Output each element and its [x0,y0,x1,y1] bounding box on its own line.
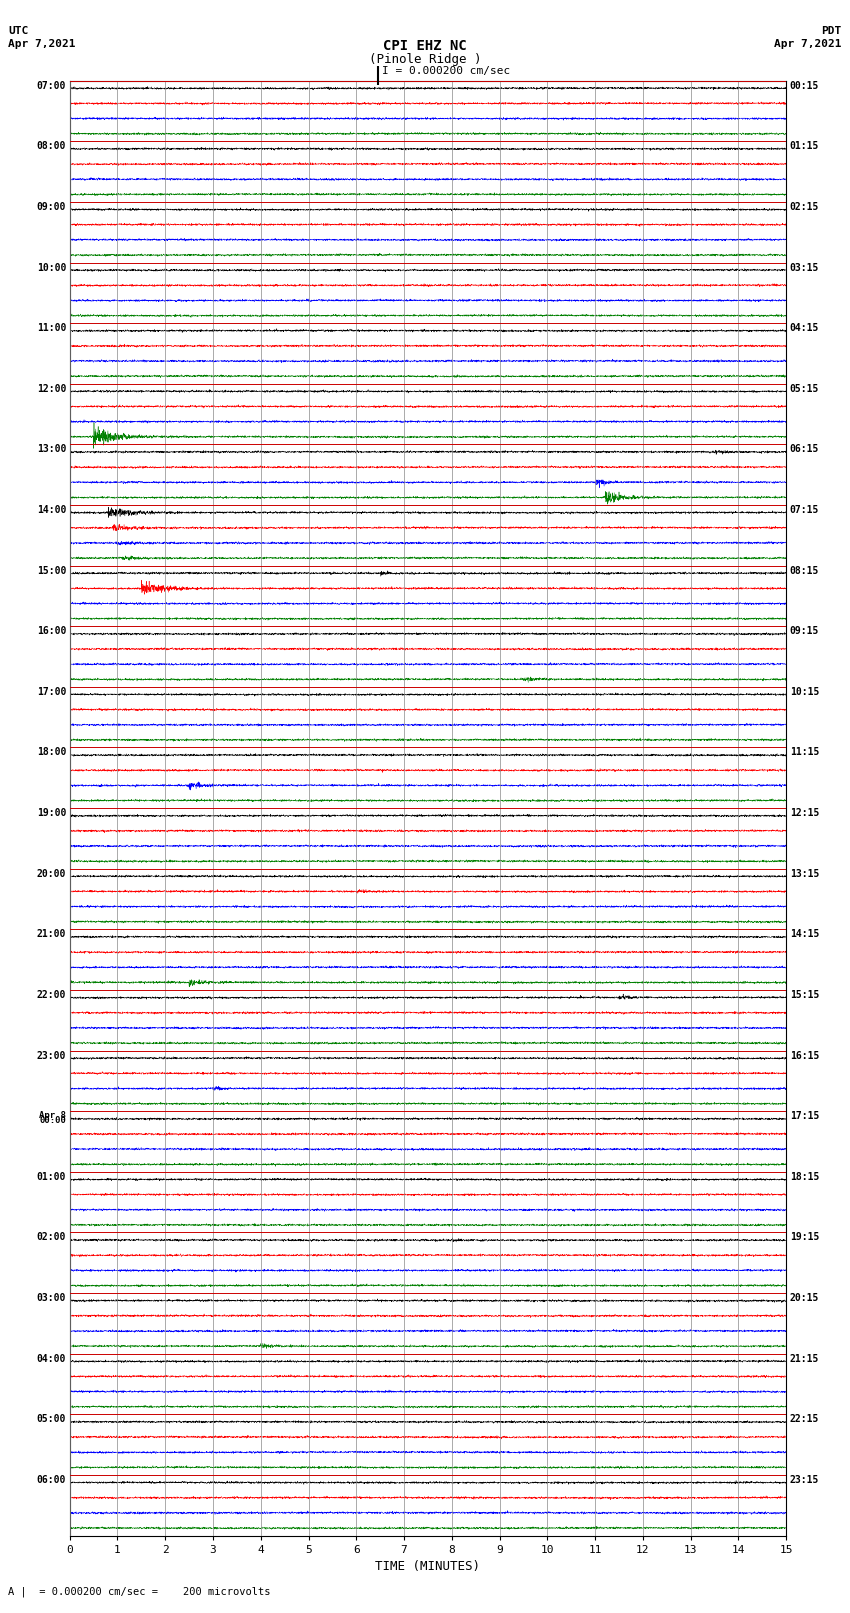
Text: 18:15: 18:15 [790,1171,819,1182]
Text: 11:15: 11:15 [790,747,819,758]
Text: I = 0.000200 cm/sec: I = 0.000200 cm/sec [382,66,511,76]
Text: 15:00: 15:00 [37,566,66,576]
Text: 10:15: 10:15 [790,687,819,697]
Text: 06:15: 06:15 [790,444,819,455]
Text: 16:15: 16:15 [790,1050,819,1061]
Text: 09:15: 09:15 [790,626,819,636]
Text: 02:15: 02:15 [790,202,819,211]
Text: 17:00: 17:00 [37,687,66,697]
Text: 01:15: 01:15 [790,142,819,152]
Text: 14:00: 14:00 [37,505,66,515]
Text: 08:15: 08:15 [790,566,819,576]
Text: 04:15: 04:15 [790,323,819,334]
Text: 06:00: 06:00 [37,1474,66,1486]
Text: 19:15: 19:15 [790,1232,819,1242]
Text: 17:15: 17:15 [790,1111,819,1121]
Text: 07:00: 07:00 [37,81,66,90]
Text: 14:15: 14:15 [790,929,819,939]
Text: 12:15: 12:15 [790,808,819,818]
Text: 21:15: 21:15 [790,1353,819,1363]
Text: UTC: UTC [8,26,29,35]
Text: 11:00: 11:00 [37,323,66,334]
Text: 23:00: 23:00 [37,1050,66,1061]
Text: 00:00: 00:00 [39,1116,66,1124]
Text: A |  = 0.000200 cm/sec =    200 microvolts: A | = 0.000200 cm/sec = 200 microvolts [8,1586,271,1597]
Text: 23:15: 23:15 [790,1474,819,1486]
Text: CPI EHZ NC: CPI EHZ NC [383,39,467,53]
Text: 19:00: 19:00 [37,808,66,818]
Text: Apr 8: Apr 8 [39,1111,66,1119]
Text: Apr 7,2021: Apr 7,2021 [774,39,842,48]
Text: 20:15: 20:15 [790,1294,819,1303]
Text: 03:00: 03:00 [37,1294,66,1303]
Text: 22:00: 22:00 [37,990,66,1000]
Text: 12:00: 12:00 [37,384,66,394]
Text: 13:15: 13:15 [790,869,819,879]
Text: PDT: PDT [821,26,842,35]
Text: 10:00: 10:00 [37,263,66,273]
Text: 08:00: 08:00 [37,142,66,152]
X-axis label: TIME (MINUTES): TIME (MINUTES) [376,1560,480,1573]
Text: 07:15: 07:15 [790,505,819,515]
Text: (Pinole Ridge ): (Pinole Ridge ) [369,53,481,66]
Text: 05:00: 05:00 [37,1415,66,1424]
Text: 18:00: 18:00 [37,747,66,758]
Text: 02:00: 02:00 [37,1232,66,1242]
Text: 15:15: 15:15 [790,990,819,1000]
Text: 09:00: 09:00 [37,202,66,211]
Text: 04:00: 04:00 [37,1353,66,1363]
Text: 13:00: 13:00 [37,444,66,455]
Text: 00:15: 00:15 [790,81,819,90]
Text: 05:15: 05:15 [790,384,819,394]
Text: 21:00: 21:00 [37,929,66,939]
Text: 01:00: 01:00 [37,1171,66,1182]
Text: Apr 7,2021: Apr 7,2021 [8,39,76,48]
Text: 20:00: 20:00 [37,869,66,879]
Text: 22:15: 22:15 [790,1415,819,1424]
Text: 03:15: 03:15 [790,263,819,273]
Text: 16:00: 16:00 [37,626,66,636]
